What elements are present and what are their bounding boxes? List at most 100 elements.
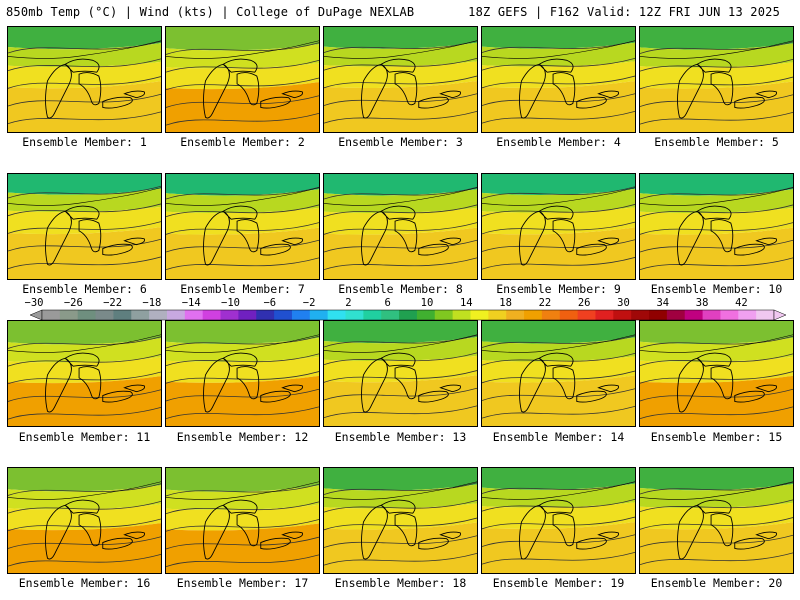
temperature-band: [640, 227, 793, 279]
ensemble-map-panel: [481, 467, 636, 574]
ensemble-map-panel: [165, 320, 320, 427]
state-border: [8, 481, 161, 500]
temperature-band: [640, 337, 793, 363]
colorbar-segment: [291, 310, 311, 320]
contour-line: [640, 534, 793, 548]
contour-line: [324, 186, 477, 200]
colorbar-segment: [684, 310, 704, 320]
contour-line: [166, 204, 319, 218]
temperature-band: [640, 502, 793, 530]
colorbar-segment: [345, 310, 364, 320]
colorbar-segment: [184, 310, 204, 320]
ensemble-member-label: Ensemble Member: 4: [496, 135, 621, 149]
temperature-band: [324, 80, 477, 132]
contour-line: [8, 389, 161, 402]
state-border: [640, 334, 793, 353]
contour-line: [482, 257, 635, 270]
temperature-colorbar: [29, 306, 787, 325]
contour-line: [640, 111, 793, 125]
colorbar-tick-label: −14: [181, 297, 201, 309]
contour-line: [8, 371, 161, 385]
contour-line: [482, 75, 635, 89]
state-border: [166, 40, 319, 59]
temperature-band: [640, 207, 793, 235]
contour-line: [8, 203, 161, 217]
temperature-band: [8, 376, 161, 426]
contour-line: [482, 405, 635, 419]
contour-line: [8, 58, 161, 72]
contour-line: [8, 336, 161, 349]
ensemble-member-label: Ensemble Member: 15: [650, 430, 783, 444]
contour-line: [640, 406, 793, 420]
great-lakes-outline: [203, 499, 303, 560]
temperature-band: [324, 375, 477, 426]
colorbar-segment: [363, 310, 382, 320]
temperature-band: [166, 337, 319, 363]
colorbar-tick-label: 26: [577, 297, 591, 309]
contour-line: [166, 335, 319, 349]
colorbar-segment: [77, 310, 97, 320]
temperature-band: [324, 468, 477, 491]
temperature-band: [482, 375, 635, 426]
temperature-band: [166, 504, 319, 531]
state-border: [324, 334, 477, 353]
contour-line: [166, 77, 319, 91]
temperature-band: [166, 27, 319, 51]
temperature-band: [482, 468, 635, 490]
temperature-band: [324, 174, 477, 196]
contour-line: [8, 76, 161, 89]
temperature-band: [640, 174, 793, 196]
contour-line: [324, 535, 477, 548]
colorbar-segment: [756, 310, 775, 320]
colorbar-segment: [274, 310, 293, 320]
contour-line: [324, 222, 477, 235]
temperature-band: [8, 321, 161, 345]
contour-line: [166, 59, 319, 73]
colorbar-tick-label: 34: [656, 297, 670, 309]
colorbar-segment: [202, 310, 222, 320]
temperature-band: [166, 82, 319, 132]
contour-line: [166, 388, 319, 402]
contour-line: [640, 499, 793, 513]
contour-line: [166, 222, 319, 235]
contour-line: [482, 353, 635, 366]
temperature-band: [8, 27, 161, 50]
colorbar-segment: [149, 310, 168, 320]
colorbar-min-arrow: [29, 309, 43, 321]
state-border: [8, 40, 161, 59]
contour-line: [482, 93, 635, 106]
great-lakes-outline: [361, 205, 461, 266]
colorbar-segment: [399, 310, 418, 320]
ensemble-member-label: Ensemble Member: 19: [492, 576, 625, 590]
colorbar-max-arrow: [773, 309, 787, 321]
contour-line: [640, 239, 793, 253]
contour-line: [166, 239, 319, 253]
ensemble-map-panel: [7, 173, 162, 280]
contour-line: [324, 387, 477, 401]
temperature-band: [482, 483, 635, 508]
contour-line: [324, 370, 477, 383]
contour-line: [324, 352, 477, 366]
temperature-band: [8, 81, 161, 132]
colorbar-tick-label: 38: [695, 297, 709, 309]
contour-line: [640, 59, 793, 72]
colorbar-tick-label: 6: [384, 297, 391, 309]
temperature-band: [166, 44, 319, 69]
colorbar-segment: [381, 310, 400, 320]
contour-line: [640, 204, 793, 218]
ensemble-map-panel: [323, 173, 478, 280]
contour-line: [8, 553, 161, 567]
ensemble-map-panel: [639, 173, 794, 280]
contour-line: [324, 75, 477, 89]
colorbar-segment: [220, 310, 239, 320]
great-lakes-outline: [203, 58, 303, 119]
colorbar-segment: [666, 310, 686, 320]
contour-line: [8, 111, 161, 125]
temperature-band: [640, 468, 793, 491]
great-lakes-outline: [677, 205, 777, 266]
temperature-band: [640, 356, 793, 383]
colorbar-segment: [452, 310, 471, 320]
ensemble-member-label: Ensemble Member: 6: [22, 282, 147, 296]
temperature-band: [166, 375, 319, 426]
contour-line: [640, 335, 793, 349]
